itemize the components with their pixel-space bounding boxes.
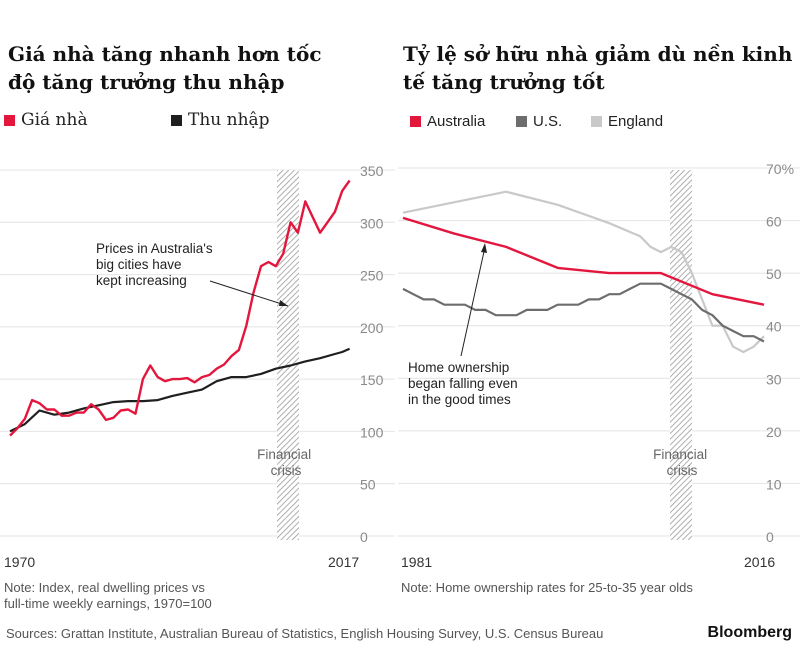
- right-y-tick-label: 0: [766, 529, 774, 545]
- right-annotation-arrow: [460, 246, 486, 357]
- left-y-tick-label: 100: [360, 424, 384, 440]
- right-y-ticks: 0 10 20 30 40 50 60 70%: [766, 161, 794, 545]
- left-y-tick-label: 150: [360, 372, 384, 388]
- right-gridlines: [398, 167, 800, 537]
- australia-series-line: [402, 216, 765, 306]
- right-y-tick-label: 10: [766, 476, 782, 492]
- left-annotation-arrowhead: [279, 300, 288, 306]
- income-swatch: [171, 114, 182, 126]
- house-price-swatch: [4, 114, 15, 126]
- right-annotation: Home ownership began falling even in the…: [408, 360, 521, 407]
- right-annotation-arrowhead: [481, 243, 487, 253]
- right-y-tick-label: 40: [766, 319, 782, 335]
- right-y-tick-label: 70%: [766, 161, 794, 177]
- right-y-tick-label: 60: [766, 214, 782, 230]
- left-crisis-band: [277, 170, 299, 540]
- right-crisis-label: Financial crisis: [653, 447, 711, 478]
- legend-item-us: U.S.: [516, 113, 562, 130]
- right-x-label-start: 1981: [401, 554, 432, 570]
- us-swatch: [516, 116, 527, 127]
- right-chart-title: Tỷ lệ sở hữu nhà giảm dù nền kinh tế tăn…: [403, 42, 793, 94]
- sources-line: Sources: Grattan Institute, Australian B…: [6, 626, 604, 641]
- right-x-label-end: 2016: [744, 554, 775, 570]
- left-y-tick-label: 250: [360, 268, 384, 284]
- left-gridlines: [0, 169, 395, 537]
- australia-swatch: [410, 116, 421, 127]
- left-crisis-label: Financial crisis: [257, 447, 315, 478]
- bloomberg-logo: Bloomberg: [707, 624, 792, 641]
- income-series-line: [9, 347, 351, 433]
- left-x-label-end: 2017: [328, 554, 359, 570]
- england-series-line: [402, 190, 765, 354]
- left-y-tick-label: 200: [360, 320, 384, 336]
- house-price-series-line: [9, 179, 351, 437]
- us-series-line: [402, 282, 765, 343]
- right-chart-note: Note: Home ownership rates for 25-to-35 …: [401, 580, 693, 595]
- legend-item-house-price: Giá nhà: [4, 110, 88, 130]
- legend-item-australia: Australia: [410, 113, 485, 130]
- left-annotation: Prices in Australia's big cities have ke…: [96, 241, 216, 288]
- left-y-tick-label: 300: [360, 215, 384, 231]
- left-y-tick-label: 350: [360, 163, 384, 179]
- left-annotation-arrow: [209, 280, 289, 307]
- legend-item-england: England: [591, 113, 663, 130]
- left-x-label-start: 1970: [4, 554, 35, 570]
- right-y-tick-label: 30: [766, 371, 782, 387]
- left-chart-note: Note: Index, real dwelling prices vs ful…: [4, 580, 212, 611]
- left-chart-title: Giá nhà tăng nhanh hơn tốc độ tăng trưởn…: [8, 42, 322, 94]
- england-swatch: [591, 116, 602, 127]
- right-crisis-band: [670, 170, 692, 540]
- left-y-tick-label: 0: [360, 529, 368, 545]
- right-y-tick-label: 20: [766, 424, 782, 440]
- legend-item-income: Thu nhập: [171, 110, 270, 130]
- left-y-tick-label: 50: [360, 477, 376, 493]
- left-y-ticks: 0 50 100 150 200 250 300 350: [360, 163, 384, 545]
- right-y-tick-label: 50: [766, 266, 782, 282]
